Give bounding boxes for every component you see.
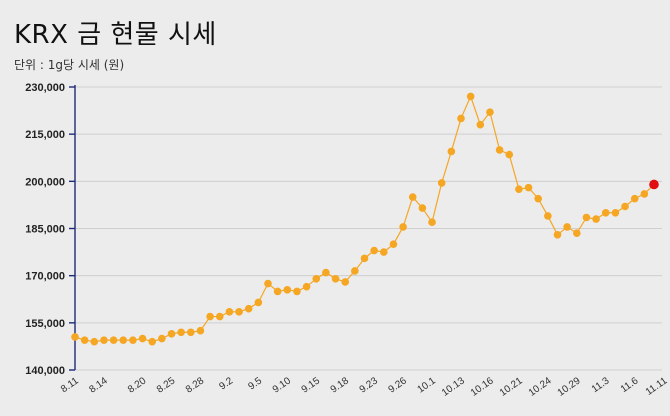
data-point: [167, 330, 176, 338]
data-point: [283, 286, 292, 294]
data-point: [206, 312, 214, 321]
data-point: [119, 336, 128, 344]
data-point: [331, 275, 340, 283]
data-point: [486, 108, 494, 116]
data-point-latest: [649, 179, 659, 190]
y-axis-ticks: 140,000 155,000 170,000 185,000 200,000 215,0…: [25, 82, 75, 377]
data-point: [129, 336, 137, 344]
x-tick-label: 8.11: [59, 375, 81, 395]
data-point: [582, 213, 591, 222]
x-tick-label: 10.1: [416, 375, 439, 395]
x-tick-label: 10.29: [556, 375, 583, 399]
data-point: [457, 114, 465, 123]
data-point: [544, 212, 552, 220]
data-point: [196, 326, 205, 335]
data-point: [601, 208, 610, 217]
data-point: [524, 183, 533, 192]
data-point: [71, 333, 79, 341]
series-line: [74, 94, 655, 343]
data-point: [225, 308, 234, 316]
x-tick-label: 9.10: [271, 375, 294, 395]
data-point: [495, 146, 504, 154]
data-point: [476, 120, 485, 129]
data-point: [158, 334, 166, 343]
data-point: [399, 223, 407, 231]
x-tick-label: 9.5: [246, 375, 264, 392]
data-point: [553, 230, 562, 239]
data-point: [138, 334, 147, 343]
data-point: [341, 278, 350, 286]
x-tick-label: 10.21: [498, 375, 525, 399]
x-tick-label: 10.24: [527, 375, 554, 399]
data-point: [621, 202, 629, 211]
x-tick-label: 11.11: [644, 375, 670, 398]
x-tick-label: 9.26: [387, 375, 410, 395]
y-tick-label: 155,000: [25, 318, 65, 330]
x-tick-label: 8.28: [184, 375, 207, 395]
data-point: [148, 337, 156, 346]
x-tick-label: 11.6: [619, 375, 641, 395]
data-point: [90, 337, 99, 346]
y-tick-label: 140,000: [25, 365, 65, 377]
data-point: [466, 92, 475, 101]
y-tick-label: 215,000: [25, 129, 65, 141]
data-point: [360, 254, 369, 263]
data-point: [302, 282, 311, 291]
x-tick-label: 9.18: [329, 375, 352, 395]
x-axis-ticks: 8.11 8.14 8.20 8.25 8.28 9.2 9.5 9.10 9.15 9.18 9.…: [59, 375, 670, 399]
data-point: [187, 328, 195, 337]
x-tick-label: 11.3: [590, 375, 612, 395]
data-point: [418, 204, 427, 212]
chart-subtitle: 단위 : 1g당 시세 (원): [14, 58, 125, 72]
data-point: [437, 179, 446, 187]
data-point: [380, 248, 388, 256]
data-points: [71, 92, 659, 346]
x-tick-label: 10.13: [440, 375, 467, 399]
data-point: [244, 304, 253, 313]
gridlines: [75, 86, 662, 371]
data-point: [293, 287, 301, 296]
data-point: [573, 229, 581, 238]
chart-title: KRX 금 현물 시세: [14, 20, 217, 50]
data-point: [100, 336, 108, 344]
data-point: [534, 194, 542, 203]
data-point: [264, 279, 272, 288]
y-tick-label: 170,000: [25, 271, 65, 283]
data-point: [389, 240, 398, 249]
x-tick-label: 9.23: [358, 375, 381, 395]
y-tick-label: 200,000: [25, 176, 65, 188]
data-point: [611, 208, 620, 217]
data-point: [592, 215, 600, 223]
data-point: [254, 298, 263, 307]
x-tick-label: 9.2: [217, 375, 235, 392]
x-tick-label: 9.15: [300, 375, 323, 395]
x-tick-label: 10.16: [469, 375, 496, 399]
data-point: [312, 275, 321, 283]
data-point: [515, 185, 523, 193]
y-tick-label: 185,000: [25, 224, 65, 236]
data-point: [177, 328, 185, 337]
data-point: [80, 336, 89, 344]
data-point: [640, 190, 649, 198]
data-point: [630, 194, 639, 203]
data-point: [351, 267, 359, 275]
data-point: [563, 223, 571, 231]
data-point: [370, 246, 378, 255]
data-point: [428, 218, 436, 227]
x-tick-label: 8.25: [155, 375, 178, 395]
x-tick-label: 8.14: [87, 375, 110, 395]
data-point: [322, 268, 330, 277]
data-point: [408, 193, 417, 201]
data-point: [109, 336, 118, 344]
data-point: [447, 147, 456, 156]
y-tick-label: 230,000: [25, 82, 65, 94]
data-point: [215, 312, 224, 321]
x-tick-label: 8.20: [126, 375, 149, 395]
data-point: [505, 150, 514, 159]
data-point: [235, 308, 243, 316]
data-point: [273, 287, 282, 296]
